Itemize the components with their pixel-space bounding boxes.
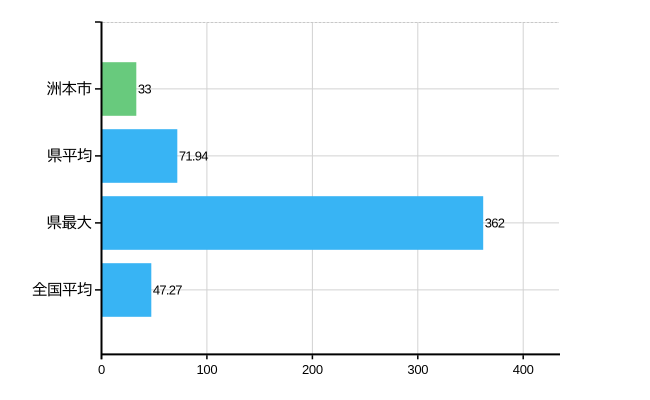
svg-text:100: 100 (197, 362, 218, 377)
svg-text:400: 400 (513, 362, 534, 377)
svg-text:0: 0 (98, 362, 105, 377)
svg-text:47.27: 47.27 (153, 283, 182, 298)
svg-text:71.94: 71.94 (179, 149, 208, 164)
svg-text:362: 362 (485, 216, 505, 231)
svg-text:33: 33 (138, 82, 151, 97)
svg-text:300: 300 (407, 362, 428, 377)
svg-text:200: 200 (302, 362, 323, 377)
